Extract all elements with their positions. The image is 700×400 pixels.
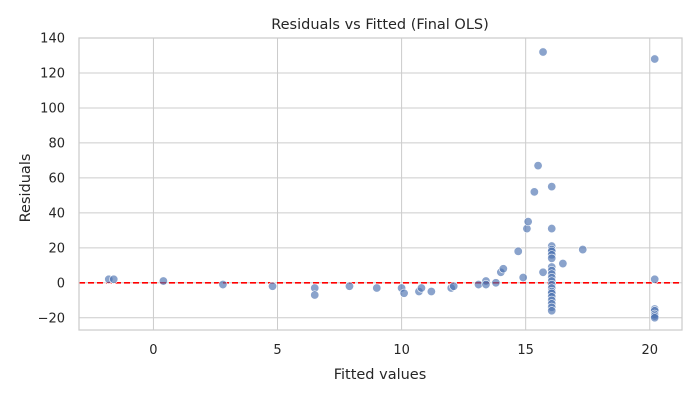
y-tick-label: 80 [48, 136, 65, 151]
data-point [513, 246, 523, 256]
data-point [344, 281, 354, 291]
plot-frame [78, 37, 683, 331]
y-axis-label: Residuals [18, 154, 34, 223]
data-point [523, 217, 533, 227]
data-point [399, 288, 409, 298]
y-tick-label: 140 [40, 32, 65, 47]
data-point [650, 54, 660, 64]
data-point [498, 264, 508, 274]
data-point [268, 281, 278, 291]
y-tick-label: 0 [57, 276, 65, 291]
data-point [416, 283, 426, 293]
x-tick-label: 0 [149, 343, 157, 358]
chart-title: Residuals vs Fitted (Final OLS) [271, 17, 489, 33]
data-point [558, 259, 568, 269]
data-point [218, 280, 228, 290]
x-tick-label: 15 [517, 343, 534, 358]
data-point [547, 306, 557, 316]
data-point [538, 47, 548, 57]
x-tick-label: 10 [393, 343, 410, 358]
x-tick-label: 5 [273, 343, 281, 358]
data-point [650, 313, 660, 323]
data-point [529, 187, 539, 197]
data-point [158, 276, 168, 286]
y-tick-label: 100 [40, 101, 65, 116]
points-layer [104, 47, 660, 323]
data-point [518, 273, 528, 283]
y-tick-labels: −20 0 20 40 60 80 100 120 140 [38, 32, 65, 327]
data-point [426, 287, 436, 297]
data-point [578, 245, 588, 255]
data-point [547, 182, 557, 192]
y-tick-label: 120 [40, 66, 65, 81]
data-point [547, 253, 557, 263]
data-point [533, 161, 543, 171]
data-point [310, 290, 320, 300]
data-point [650, 274, 660, 284]
data-point [449, 281, 459, 291]
data-point [547, 224, 557, 234]
y-tick-label: 60 [48, 171, 65, 186]
data-point [474, 280, 484, 290]
data-point [538, 267, 548, 277]
y-tick-label: 20 [48, 241, 65, 256]
data-point [109, 274, 119, 284]
x-tick-labels: 0 5 10 15 20 [149, 343, 658, 358]
y-tick-label: 40 [48, 206, 65, 221]
data-point [481, 280, 491, 290]
x-tick-label: 20 [641, 343, 658, 358]
x-axis-label: Fitted values [334, 367, 427, 383]
y-tick-label: −20 [38, 311, 65, 326]
data-point [491, 278, 501, 288]
data-point [372, 283, 382, 293]
